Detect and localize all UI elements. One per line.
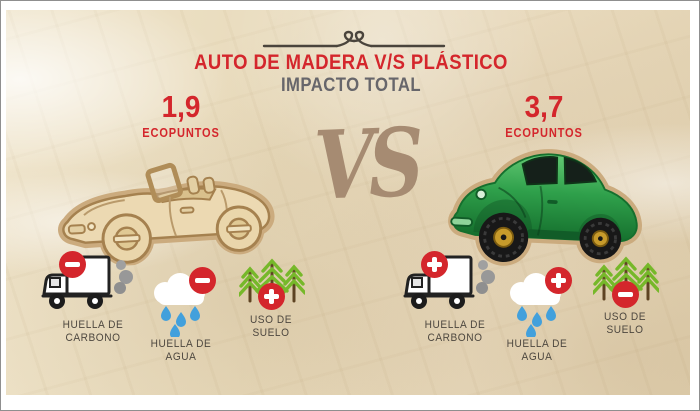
metric-badge-icon <box>421 251 448 278</box>
metric-water-left <box>147 267 219 337</box>
metric-label-carbon-left: HUELLA DE CARBONO <box>62 319 124 344</box>
metric-soil-left <box>237 249 307 310</box>
divider-flourish-icon <box>262 30 446 48</box>
metric-label-soil-right: USO DE SUELO <box>603 311 647 336</box>
wooden-car-illustration <box>58 162 275 267</box>
metric-badge-icon <box>612 281 639 308</box>
page-title: AUTO DE MADERA V/S PLÁSTICO <box>194 51 508 74</box>
metric-label-soil-left: USO DE SUELO <box>249 314 293 339</box>
right-score-value: 3,7 <box>524 89 564 124</box>
left-score-value: 1,9 <box>161 89 201 124</box>
metric-badge-icon <box>59 251 86 278</box>
metric-water-right <box>503 267 575 337</box>
truck-smoke-icon <box>403 255 497 311</box>
left-score: 1,9 ECOPUNTOS <box>116 91 246 140</box>
metric-label-carbon-right: HUELLA DE CARBONO <box>424 319 486 344</box>
right-score-unit: ECOPUNTOS <box>505 125 583 140</box>
versus-text: VS <box>312 108 421 222</box>
metric-badge-icon <box>189 267 216 294</box>
metric-carbon-left <box>37 251 137 317</box>
metric-badge-icon <box>258 283 285 310</box>
metric-carbon-right <box>399 251 499 317</box>
metric-label-water-left: HUELLA DE AGUA <box>150 338 212 363</box>
plastic-car-illustration <box>448 149 642 266</box>
truck-smoke-icon <box>41 255 135 311</box>
left-score-unit: ECOPUNTOS <box>142 125 220 140</box>
page-subtitle: IMPACTO TOTAL <box>280 75 422 96</box>
right-score: 3,7 ECOPUNTOS <box>479 91 609 140</box>
metric-soil-right <box>591 247 661 308</box>
metric-label-water-right: HUELLA DE AGUA <box>506 338 568 363</box>
metric-badge-icon <box>545 267 572 294</box>
